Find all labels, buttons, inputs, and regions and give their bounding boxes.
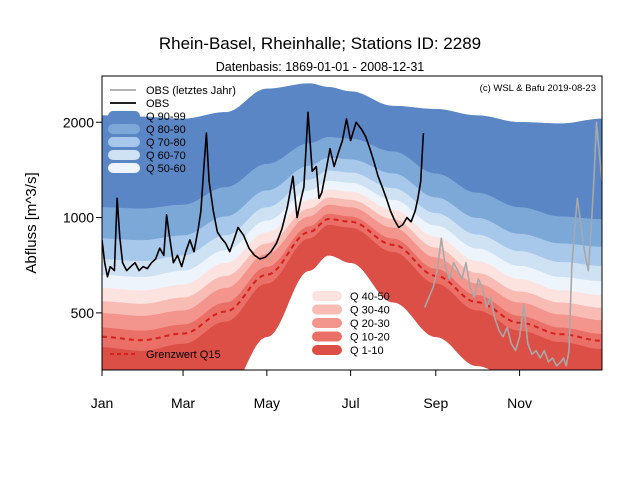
credit-text: (c) WSL & Bafu 2019-08-23 [480, 83, 596, 94]
x-tick-label: May [254, 395, 280, 411]
plot-frame [101, 75, 603, 371]
quantile-band-10 [102, 83, 602, 220]
y-tick-label: 500 [71, 305, 95, 321]
x-tick-label: Jul [342, 395, 360, 411]
legend-key-swatch [108, 111, 140, 121]
x-axis: Jan Mar May Jul Sep Nov [91, 370, 532, 411]
legend-entry-label: Q 1-10 [350, 345, 384, 357]
legend-key-swatch [312, 331, 342, 342]
legend-entry-label: Q 60-70 [146, 150, 186, 162]
legend-entry-label: Q 40-50 [350, 291, 390, 303]
obs-last-year-line [424, 121, 602, 367]
legend-key-swatch [312, 318, 342, 328]
series-lines [102, 111, 602, 367]
legend-entry-label: Q 70-80 [146, 137, 186, 149]
y-tick-label: 1000 [63, 210, 94, 226]
legend-entry-label: Q 20-30 [350, 318, 390, 330]
legend-key-swatch [108, 124, 140, 134]
legend-entry-label: Grenzwert Q15 [146, 349, 221, 361]
legend-key-swatch [312, 304, 342, 315]
legend-key-swatch [108, 163, 140, 173]
legend-key-swatch [312, 291, 342, 301]
chart-title: Rhein-Basel, Rheinhalle; Stations ID: 22… [158, 34, 482, 53]
legend-entry-label: OBS (letztes Jahr) [146, 85, 236, 97]
legend-entry-label: Q 50-60 [146, 163, 186, 175]
y-axis-label: Abfluss [m^3/s] [23, 172, 40, 273]
legend-entry-label: Q 80-90 [146, 124, 186, 136]
grenzwert-q15-line [102, 217, 602, 342]
quantile-bands [102, 83, 602, 370]
obs-line [102, 111, 425, 278]
legend-entry-label: Q 10-20 [350, 332, 390, 344]
y-axis: 500 1000 2000 [63, 114, 102, 321]
x-tick-label: Sep [423, 395, 448, 411]
legend-entry-label: Q 30-40 [350, 305, 390, 317]
x-tick-label: Jan [91, 395, 114, 411]
x-tick-label: Mar [171, 395, 195, 411]
legend-entry-label: Q 90-99 [146, 111, 186, 123]
legend-key-swatch [108, 150, 140, 160]
x-tick-label: Nov [507, 395, 532, 411]
y-tick-label: 2000 [63, 114, 94, 130]
legend-entry-label: OBS [146, 98, 169, 110]
chart-subtitle: Datenbasis: 1869-01-01 - 2008-12-31 [215, 60, 425, 74]
legend-key-swatch [108, 137, 140, 147]
legend-key-swatch [312, 345, 342, 355]
